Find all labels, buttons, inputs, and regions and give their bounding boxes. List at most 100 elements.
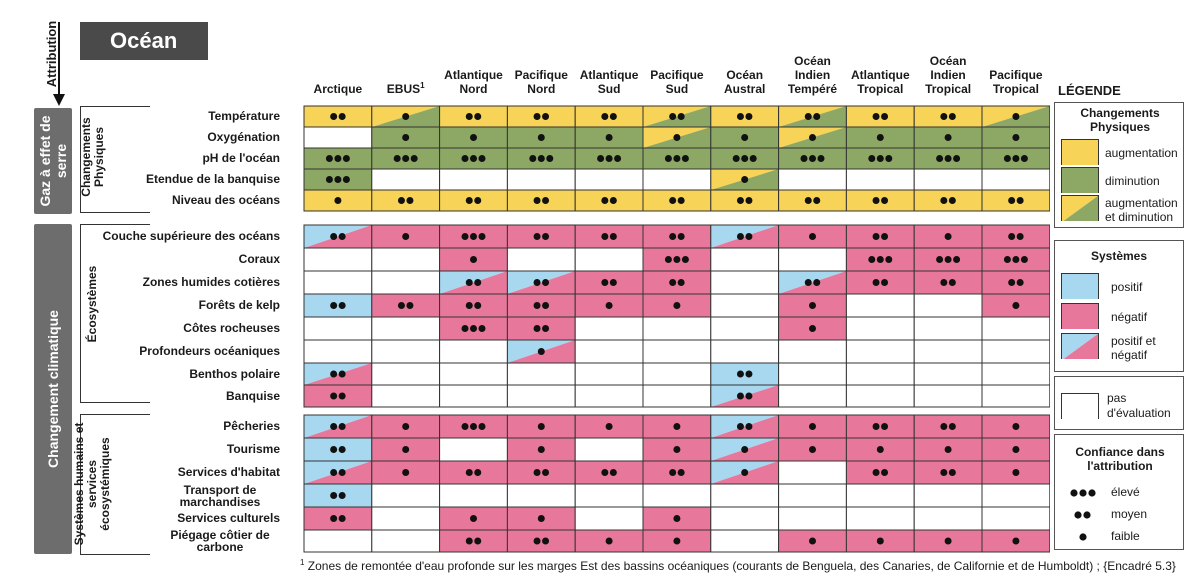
grid-cell [981, 483, 1050, 508]
grid-cell [439, 316, 508, 341]
confidence-dot [885, 155, 893, 162]
grid-cell [778, 270, 847, 295]
bracket-top-eco [80, 224, 150, 225]
grid-cell [439, 270, 508, 295]
grid-cell [913, 189, 983, 212]
swatch-decrease [1061, 167, 1099, 193]
grid-cell [778, 105, 847, 128]
row-label: Côtes rocheuses [183, 321, 280, 335]
confidence-dot [402, 469, 410, 476]
confidence-dot [732, 155, 740, 162]
confidence-dot [406, 197, 414, 204]
confidence-dot [677, 113, 685, 120]
grid-cell [371, 147, 441, 170]
confidence-dot [533, 469, 541, 476]
confidence-dot [470, 256, 477, 263]
legend-systems-title: Systèmes [1090, 249, 1148, 263]
grid-cell [506, 105, 576, 128]
confidence-dot [736, 233, 744, 240]
confidence-dot [542, 197, 550, 204]
grid-cell [506, 384, 576, 408]
confidence-dot [664, 256, 672, 263]
grid-cell [981, 147, 1050, 170]
confidence-dot [470, 423, 477, 430]
confidence-dot [741, 176, 749, 183]
confidence-dot [1003, 256, 1011, 263]
row-label: Forêts de kelp [198, 298, 280, 312]
legend-item-both-phys: augmentation et diminution [1055, 195, 1185, 224]
grid-cell [303, 126, 373, 149]
dots-medium-icon [1074, 511, 1091, 519]
column-header: Atlantique Nord [440, 40, 508, 96]
confidence-dot [1012, 423, 1020, 430]
column-header-label: Pacifique Sud [650, 68, 704, 96]
grid-cell [778, 506, 847, 531]
grid-cell [506, 437, 576, 462]
legend-confidence-title: Confiance dans l'attribution [1075, 445, 1165, 473]
grid-cell [371, 316, 441, 341]
grid-cell [303, 437, 373, 462]
row-label: Piégage côtier de carbone [170, 528, 270, 554]
confidence-dot [1012, 537, 1020, 545]
confidence-dot [876, 537, 884, 545]
confidence-dot [1012, 134, 1020, 141]
confidence-dot [338, 492, 346, 499]
confidence-dot [474, 197, 482, 204]
confidence-dot [669, 113, 677, 120]
grid-cell [913, 362, 983, 386]
grid-cell [913, 147, 983, 170]
legend-item-both-sys: positif et négatif [1055, 333, 1185, 362]
confidence-dot [876, 256, 884, 263]
column-header: Atlantique Tropical [846, 40, 914, 96]
grid-cell [574, 168, 644, 191]
confidence-dot [1012, 469, 1020, 476]
legend-physical-title: Changements Physiques [1080, 106, 1160, 134]
column-header-label: Atlantique Nord [444, 68, 503, 96]
confidence-dot [745, 392, 753, 400]
grid-cell [371, 168, 441, 191]
confidence-dot [542, 113, 550, 120]
grid-cell [981, 339, 1050, 364]
grid-cell [371, 506, 441, 531]
grid-cell [506, 414, 576, 439]
confidence-dot [1012, 256, 1020, 263]
grid-cell [642, 126, 712, 149]
confidence-dot [673, 134, 681, 141]
legend-label-none: pas d'évaluation [1107, 391, 1171, 420]
legend-confidence-box: Confiance dans l'attribution élevé moyen… [1054, 434, 1184, 550]
confidence-dot [944, 155, 952, 162]
confidence-dot [736, 370, 744, 378]
grid-cell [913, 529, 983, 553]
confidence-dot [804, 279, 812, 286]
grid-cell [710, 247, 780, 272]
legend-label-both-sys: positif et négatif [1111, 334, 1156, 362]
confidence-dot [673, 537, 681, 545]
grid-cell [710, 483, 780, 508]
confidence-dot [1012, 113, 1020, 120]
confidence-dot [677, 279, 685, 286]
confidence-dot [944, 256, 952, 263]
confidence-dot [465, 469, 473, 476]
grid-cell [642, 483, 712, 508]
column-header: Atlantique Sud [575, 40, 643, 96]
grid-cell [303, 384, 373, 408]
grid-cell [778, 362, 847, 386]
grid-cell [371, 224, 441, 249]
confidence-dot [1003, 155, 1011, 162]
confidence-dot [470, 134, 477, 141]
grid-cell [574, 483, 644, 508]
row-label: Benthos polaire [189, 366, 280, 381]
grid-cell [913, 126, 983, 149]
grid-cell [371, 293, 441, 318]
legend-label-negative: négatif [1111, 310, 1148, 324]
column-header-sup: 1 [420, 81, 425, 90]
grid-cell [913, 339, 983, 364]
grid-cell [710, 293, 780, 318]
confidence-dot [529, 155, 537, 162]
confidence-dot [944, 233, 952, 240]
grid-cell [913, 460, 983, 485]
grid-cell [981, 168, 1050, 191]
footnote-text: Zones de remontée d'eau profonde sur les… [307, 559, 1176, 573]
confidence-dot [330, 233, 338, 240]
confidence-dot [741, 134, 749, 141]
